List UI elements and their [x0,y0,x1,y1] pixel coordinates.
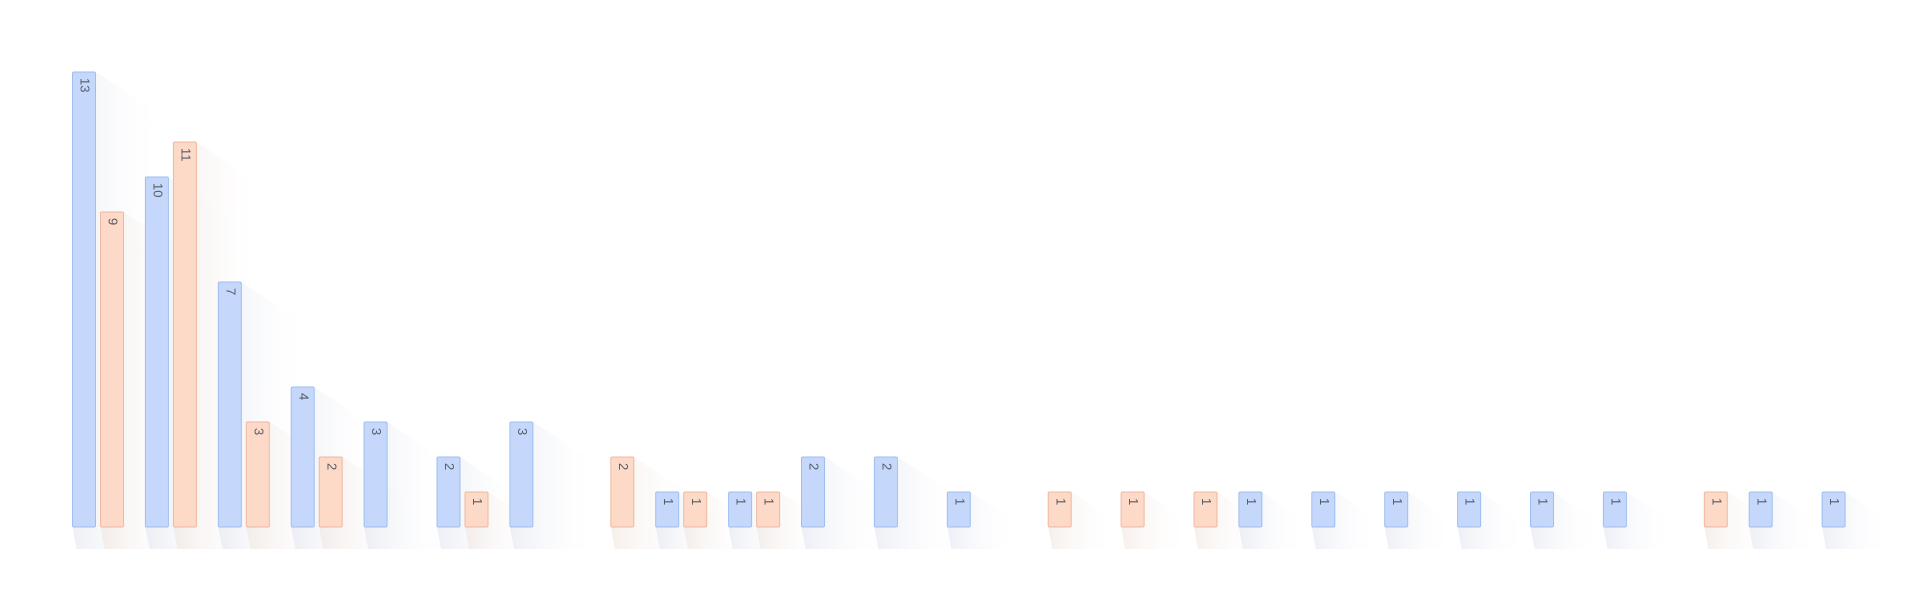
bar-series-1 [1821,491,1846,528]
bar-value-label: 2 [879,463,894,470]
bar-value-label: 1 [1390,498,1405,505]
bar-series-2 [245,421,270,528]
bar-value-label: 3 [515,428,530,435]
bar-series-1 [290,386,315,528]
bar-value-label: 10 [150,183,165,197]
bar-series-1 [363,421,388,528]
bar-value-label: 1 [1317,498,1332,505]
bar-value-label: 4 [296,393,311,400]
bar-series-2 [756,491,781,528]
bar-value-label: 3 [369,428,384,435]
bar-series-1 [509,421,534,528]
bar-series-1 [801,456,825,528]
bar-value-label: 1 [1199,498,1214,505]
bar-series-2 [172,141,197,528]
bar-series-1 [1311,491,1336,528]
bars-layer [72,71,1846,528]
bar-value-label: 1 [1536,498,1551,505]
bar-value-label: 1 [470,498,485,505]
bar-value-label: 13 [78,78,93,92]
bar-series-2 [1120,491,1145,528]
bar-series-2 [464,491,489,528]
bar-series-1 [72,71,96,528]
bar-series-1 [1602,491,1627,528]
bar-value-label: 1 [734,498,749,505]
bar-value-label: 2 [616,463,631,470]
bar-value-label: 1 [1709,498,1724,505]
bar-series-1 [946,491,971,528]
bar-value-label: 9 [106,218,121,225]
bar-value-label: 1 [952,498,967,505]
bar-series-2 [318,456,343,528]
bar-series-1 [436,456,461,528]
bar-value-label: 2 [807,463,822,470]
bar-value-label: 1 [689,498,704,505]
bar-value-label: 11 [178,148,193,162]
bar-series-1 [1384,491,1409,528]
bar-value-label: 1 [1053,498,1068,505]
bar-series-1 [655,491,680,528]
bar-series-2 [683,491,708,528]
bar-value-label: 1 [1126,498,1141,505]
bar-series-1 [728,491,753,528]
bar-series-1 [1238,491,1263,528]
bar-value-label: 1 [1244,498,1259,505]
bar-series-2 [100,211,124,528]
bar-series-2 [1193,491,1218,528]
bar-value-label: 7 [223,288,238,295]
bar-series-1 [1748,491,1773,528]
bar-series-1 [217,281,242,528]
bar-shadows [72,72,1892,549]
bar-series-2 [610,456,635,528]
bar-series-2 [1703,491,1728,528]
bar-value-label: 1 [1827,498,1842,505]
bar-value-label: 1 [762,498,777,505]
bar-value-label: 1 [1608,498,1623,505]
bar-series-1 [1457,491,1482,528]
bar-value-label: 3 [251,428,266,435]
bar-value-label: 1 [1463,498,1478,505]
bar-series-1 [144,176,169,528]
bar-value-label: 1 [661,498,676,505]
bar-series-1 [1530,491,1554,528]
bar-value-label: 2 [442,463,457,470]
bar-value-label: 1 [1754,498,1769,505]
bar-series-1 [873,456,898,528]
bar-value-label: 2 [324,463,339,470]
bar-series-2 [1047,491,1072,528]
